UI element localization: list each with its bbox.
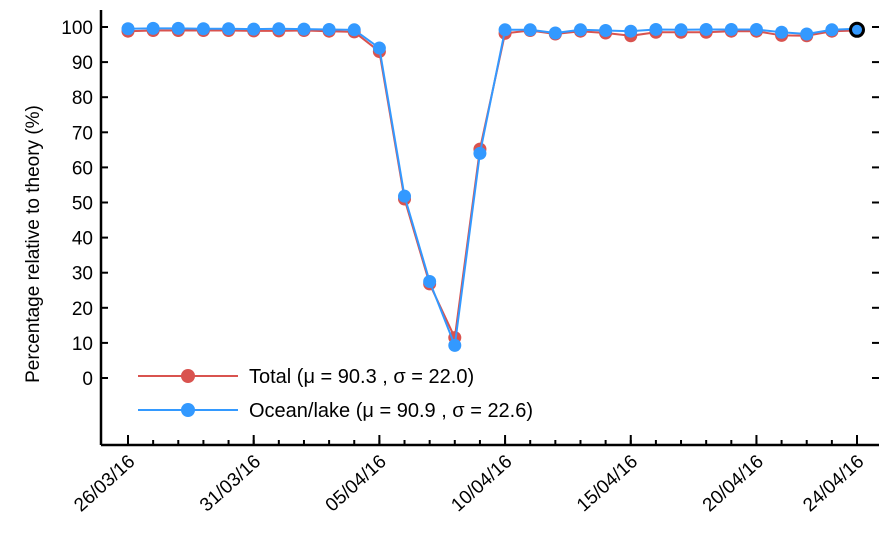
legend-label-ocean-lake: Ocean/lake (μ = 90.9 , σ = 22.6) [249,400,533,422]
x-tick-label: 05/04/16 [322,451,391,516]
legend-swatch-marker-ocean-lake [181,403,195,417]
y-tick-label: 10 [72,334,93,355]
data-point [749,22,763,36]
y-tick-label: 20 [72,299,93,320]
series-line-0 [127,29,858,342]
x-axis: 26/03/16 31/03/16 05/04/16 10/04/16 15/04/16… [70,435,879,516]
data-point [674,23,688,37]
series-layer [121,21,865,352]
data-point [171,21,185,35]
data-point [775,25,789,39]
data-point [548,26,562,40]
data-point [322,22,336,36]
y-tick-label: 50 [72,194,93,215]
data-point [448,338,462,352]
y-tick-label: 100 [61,18,93,39]
y-axis-label: Percentage relative to theory (%) [23,105,44,383]
x-tick-label: 26/03/16 [70,451,139,516]
y-tick-label: 40 [72,229,93,250]
data-point [498,23,512,37]
data-point [247,22,261,36]
y-tick-label: 60 [72,158,93,179]
data-point [398,189,412,203]
y-tick-label: 30 [72,264,93,285]
data-point [825,23,839,37]
x-tick-label: 10/04/16 [447,451,516,516]
data-point [423,274,437,288]
data-point [222,22,236,36]
x-tick-label: 20/04/16 [699,451,768,516]
legend-swatch-marker-total [181,369,195,383]
data-point [699,22,713,36]
data-point [196,22,210,36]
data-point [649,22,663,36]
data-point [297,22,311,36]
data-point [372,41,386,55]
data-point [121,22,135,36]
data-point [724,22,738,36]
data-point [146,21,160,35]
data-point [347,23,361,37]
legend: Total (μ = 90.3 , σ = 22.0) Ocean/lake (… [138,366,533,422]
y-tick-label: 0 [82,369,93,390]
y-tick-label: 70 [72,123,93,144]
data-point [624,24,638,38]
data-point [800,27,814,41]
x-tick-label: 15/04/16 [573,451,642,516]
data-point [473,146,487,160]
y-axis: 0 10 20 30 40 50 60 70 80 90 100 [61,10,879,445]
data-point [573,23,587,37]
x-tick-label: 24/04/16 [799,451,868,516]
series-line-1 [127,27,858,346]
data-point [523,23,537,37]
legend-label-total: Total (μ = 90.3 , σ = 22.0) [249,366,474,388]
y-tick-label: 80 [72,88,93,109]
data-point [599,24,613,38]
y-tick-label: 90 [72,53,93,74]
x-tick-label: 31/03/16 [196,451,265,516]
data-point [272,22,286,36]
highlight-point [849,21,865,38]
